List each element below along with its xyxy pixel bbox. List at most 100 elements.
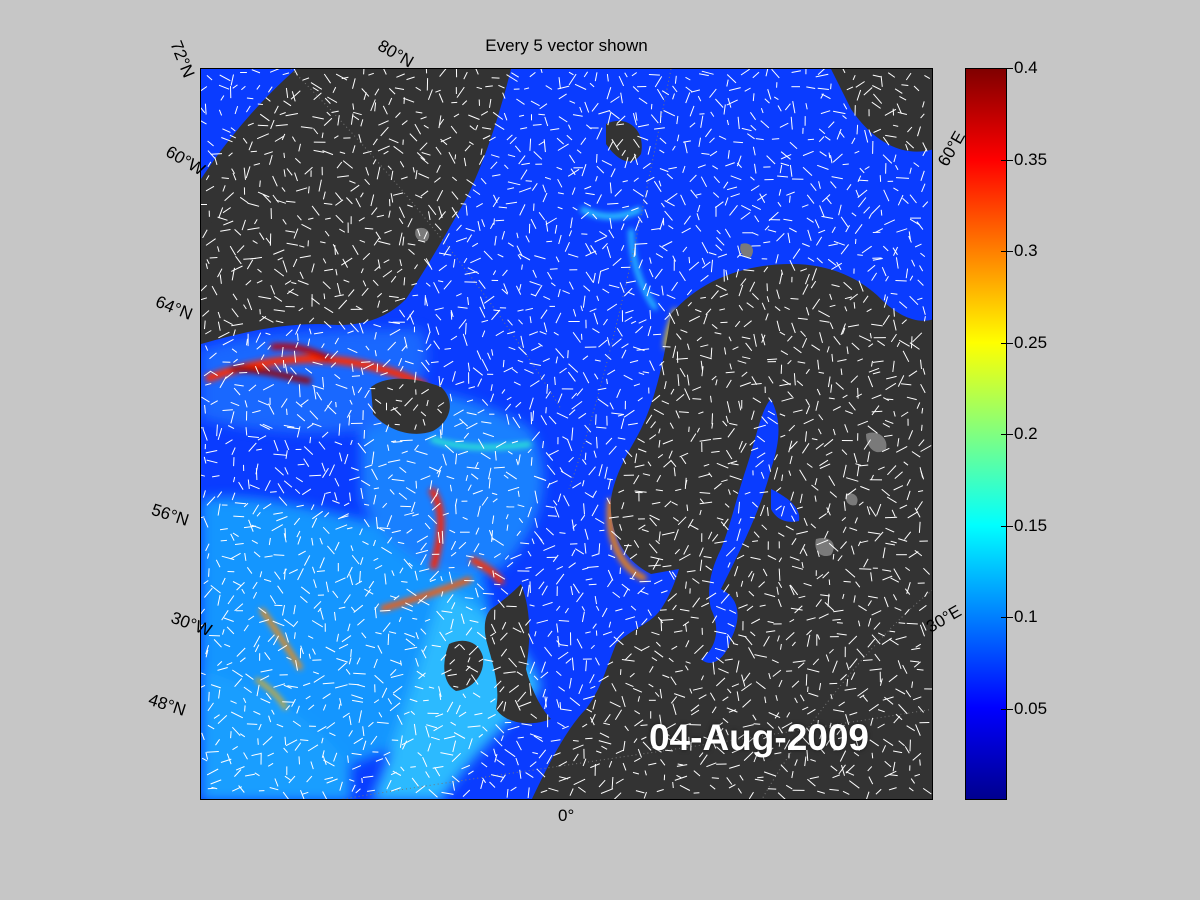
current-speed-map: 04-Aug-2009 [200, 68, 933, 800]
vector-arrow [843, 281, 853, 291]
vector-arrow [671, 645, 678, 650]
vector-arrow [659, 111, 662, 124]
vector-arrow [375, 398, 382, 405]
vector-arrow [884, 108, 897, 116]
vector-arrow [409, 698, 418, 703]
vector-arrow [791, 771, 794, 779]
vector-arrow [882, 696, 894, 701]
vector-arrow [873, 622, 881, 630]
vector-arrow [850, 375, 859, 383]
vector-arrow [451, 211, 458, 218]
vector-arrow [820, 110, 831, 115]
vector-arrow [924, 591, 929, 598]
vector-arrow [468, 386, 476, 389]
vector-arrow [910, 660, 920, 663]
vector-arrow [241, 85, 246, 91]
vector-arrow [572, 114, 583, 117]
vector-arrow [494, 123, 505, 131]
vector-arrow [657, 453, 664, 459]
vector-arrow [372, 279, 379, 287]
vector-arrow [895, 445, 908, 453]
vector-arrow [780, 269, 784, 275]
vector-arrow [499, 686, 505, 693]
vector-arrow [651, 228, 661, 231]
vector-arrow [811, 268, 817, 281]
vector-arrow [578, 412, 587, 419]
vector-arrow [772, 669, 782, 677]
vector-arrow [841, 449, 848, 456]
vector-arrow [342, 258, 349, 268]
vector-arrow [785, 632, 795, 641]
vector-arrow [553, 752, 561, 757]
vector-arrow [610, 168, 616, 178]
vector-arrow [920, 445, 932, 452]
vector-arrow [450, 540, 457, 551]
vector-arrow [582, 295, 586, 308]
vector-arrow [642, 473, 651, 476]
vector-arrow [312, 510, 323, 520]
vector-arrow [405, 487, 416, 494]
vector-arrow [703, 556, 712, 559]
vector-arrow [428, 789, 438, 798]
vector-arrow [692, 386, 702, 391]
vector-arrow [304, 166, 313, 175]
vector-arrow [308, 653, 311, 659]
vector-arrow [503, 283, 509, 294]
vector-arrow [458, 711, 467, 718]
vector-arrow [462, 100, 468, 106]
vector-arrow [434, 307, 444, 311]
vector-arrow [493, 218, 495, 225]
vector-arrow [514, 145, 521, 153]
vector-arrow [448, 151, 456, 164]
vector-arrow [443, 735, 456, 740]
vector-arrow [335, 192, 342, 201]
vector-arrow [866, 506, 871, 515]
vector-arrow [855, 581, 861, 588]
vector-arrow [215, 559, 221, 568]
vector-arrow [321, 462, 326, 472]
vector-arrow [780, 505, 785, 517]
vector-arrow [410, 766, 416, 768]
vector-arrow [630, 605, 637, 611]
vector-arrow [585, 440, 592, 445]
vector-arrow [438, 280, 444, 283]
vector-arrow [313, 149, 325, 153]
vector-arrow [347, 289, 355, 297]
vector-arrow [738, 731, 749, 739]
vector-arrow [521, 162, 530, 166]
vector-arrow [727, 562, 731, 568]
vector-arrow [300, 586, 311, 595]
vector-arrow [660, 759, 666, 766]
vector-arrow [750, 573, 755, 582]
vector-arrow [836, 128, 842, 140]
vector-arrow [799, 694, 805, 702]
vector-arrow [635, 326, 644, 334]
vector-arrow [412, 294, 419, 297]
vector-arrow [357, 684, 366, 688]
vector-arrow [438, 264, 447, 272]
vector-arrow [919, 624, 925, 637]
vector-arrow [207, 140, 214, 147]
vector-arrow [680, 194, 686, 206]
vector-arrow [350, 649, 352, 657]
vector-arrow [412, 513, 419, 517]
velocity-vectors [201, 69, 932, 799]
vector-arrow [210, 684, 221, 689]
vector-arrow [258, 723, 262, 731]
vector-arrow [869, 739, 879, 747]
vector-arrow [405, 602, 414, 608]
vector-arrow [450, 551, 457, 557]
vector-arrow [482, 127, 492, 130]
vector-arrow [256, 448, 262, 451]
vector-arrow [312, 361, 323, 366]
vector-arrow [273, 453, 287, 456]
vector-arrow [672, 345, 677, 359]
vector-arrow [334, 294, 344, 298]
vector-arrow [816, 388, 821, 396]
vector-arrow [647, 325, 652, 337]
vector-arrow [825, 654, 830, 662]
vector-arrow [695, 193, 702, 196]
vector-arrow [699, 509, 702, 516]
vector-arrow [415, 450, 428, 455]
